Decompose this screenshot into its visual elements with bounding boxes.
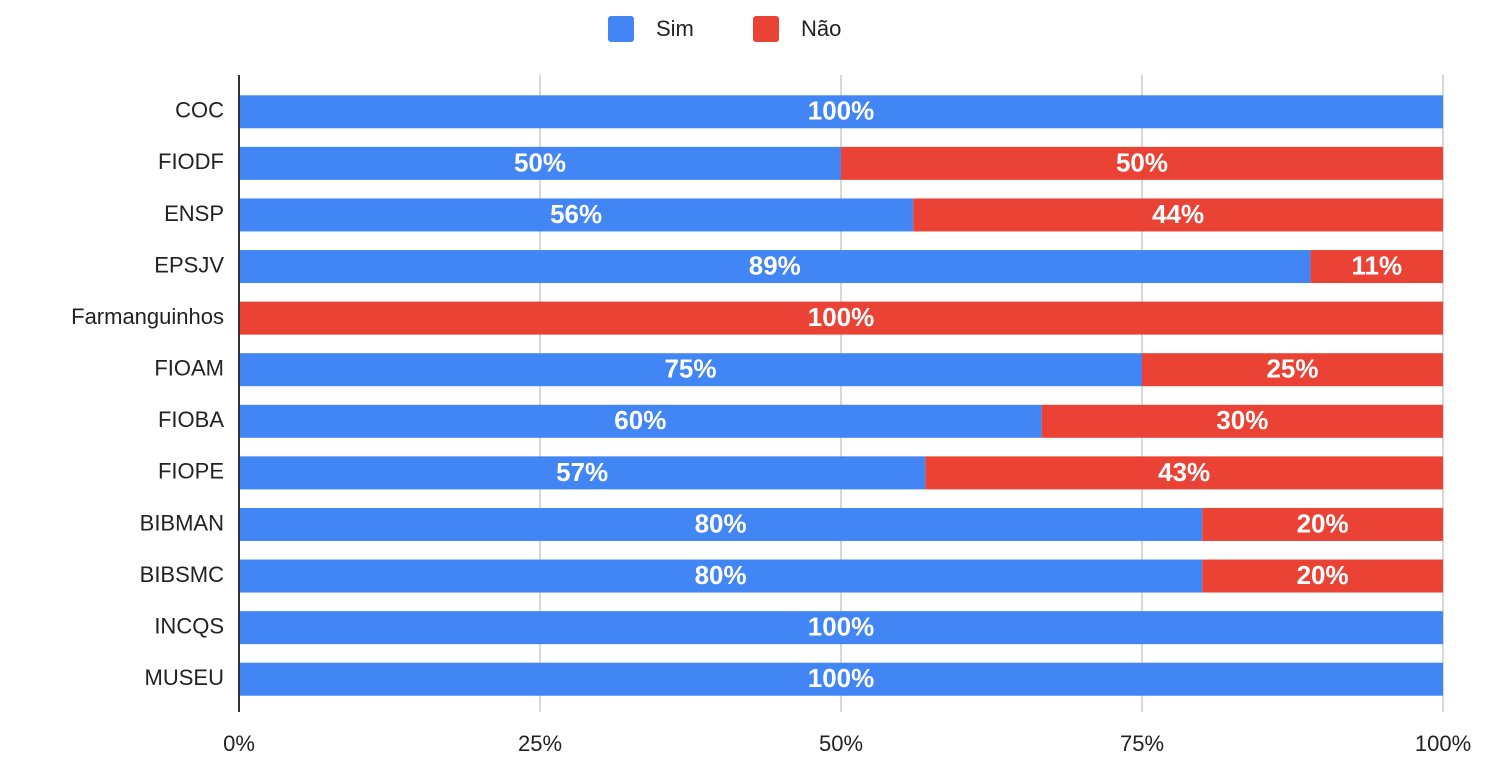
y-tick-label: FIOBA [158,407,224,432]
data-label: 11% [1351,250,1402,280]
y-tick-label: FIOAM [154,356,224,381]
x-tick-label: 75% [1120,731,1164,756]
legend-label: Sim [656,16,694,41]
data-label: 60% [614,405,666,435]
x-tick-label: 0% [223,731,255,756]
y-tick-label: BIBSMC [140,562,224,587]
bar-segment [239,456,926,490]
data-label: 20% [1297,508,1349,538]
data-label: 56% [550,199,602,229]
bar-segment [239,559,1203,593]
data-label: 80% [695,560,747,590]
legend-label: Não [801,16,841,41]
data-label: 100% [808,612,875,642]
bar-segment [1041,404,1443,438]
bar-segment [239,353,1142,387]
y-tick-label: FIODF [158,149,224,174]
bar-segment [1202,559,1443,593]
bar-segment [239,662,1443,696]
legend-swatch [753,16,779,42]
bar-segment [239,404,1042,438]
bar-segment [239,250,1311,284]
bar-segment [239,611,1443,645]
data-label: 100% [808,663,875,693]
data-label: 25% [1266,354,1318,384]
bar-segment [1202,507,1443,541]
data-label: 75% [664,354,716,384]
bar-segment [841,146,1443,180]
data-label: 80% [695,508,747,538]
y-tick-label: MUSEU [145,665,224,690]
y-tick-label: BIBMAN [140,510,224,535]
data-label: 57% [556,457,608,487]
y-tick-label: FIOPE [158,459,224,484]
y-tick-label: ENSP [164,201,224,226]
bar-segment [239,507,1203,541]
data-label: 89% [749,250,801,280]
data-label: 100% [808,302,875,332]
data-label: 44% [1152,199,1204,229]
legend-swatch [608,16,634,42]
data-label: 20% [1297,560,1349,590]
x-tick-label: 25% [518,731,562,756]
data-label: 100% [808,96,875,126]
data-label: 50% [1116,147,1168,177]
data-label: 30% [1216,405,1268,435]
bar-segment [1310,250,1443,284]
bar-segment [239,301,1443,335]
bar-segment [239,198,914,232]
bar-segment [239,146,841,180]
y-tick-label: COC [175,98,224,123]
data-label: 50% [514,147,566,177]
y-tick-label: EPSJV [154,252,224,277]
bar-segment [239,95,1443,129]
y-tick-label: INCQS [154,613,224,638]
bar-segment [1142,353,1443,387]
x-tick-label: 100% [1415,731,1471,756]
bar-segment [925,456,1443,490]
bar-segment [913,198,1443,232]
x-tick-label: 50% [819,731,863,756]
data-label: 43% [1158,457,1210,487]
y-tick-label: Farmanguinhos [71,304,224,329]
